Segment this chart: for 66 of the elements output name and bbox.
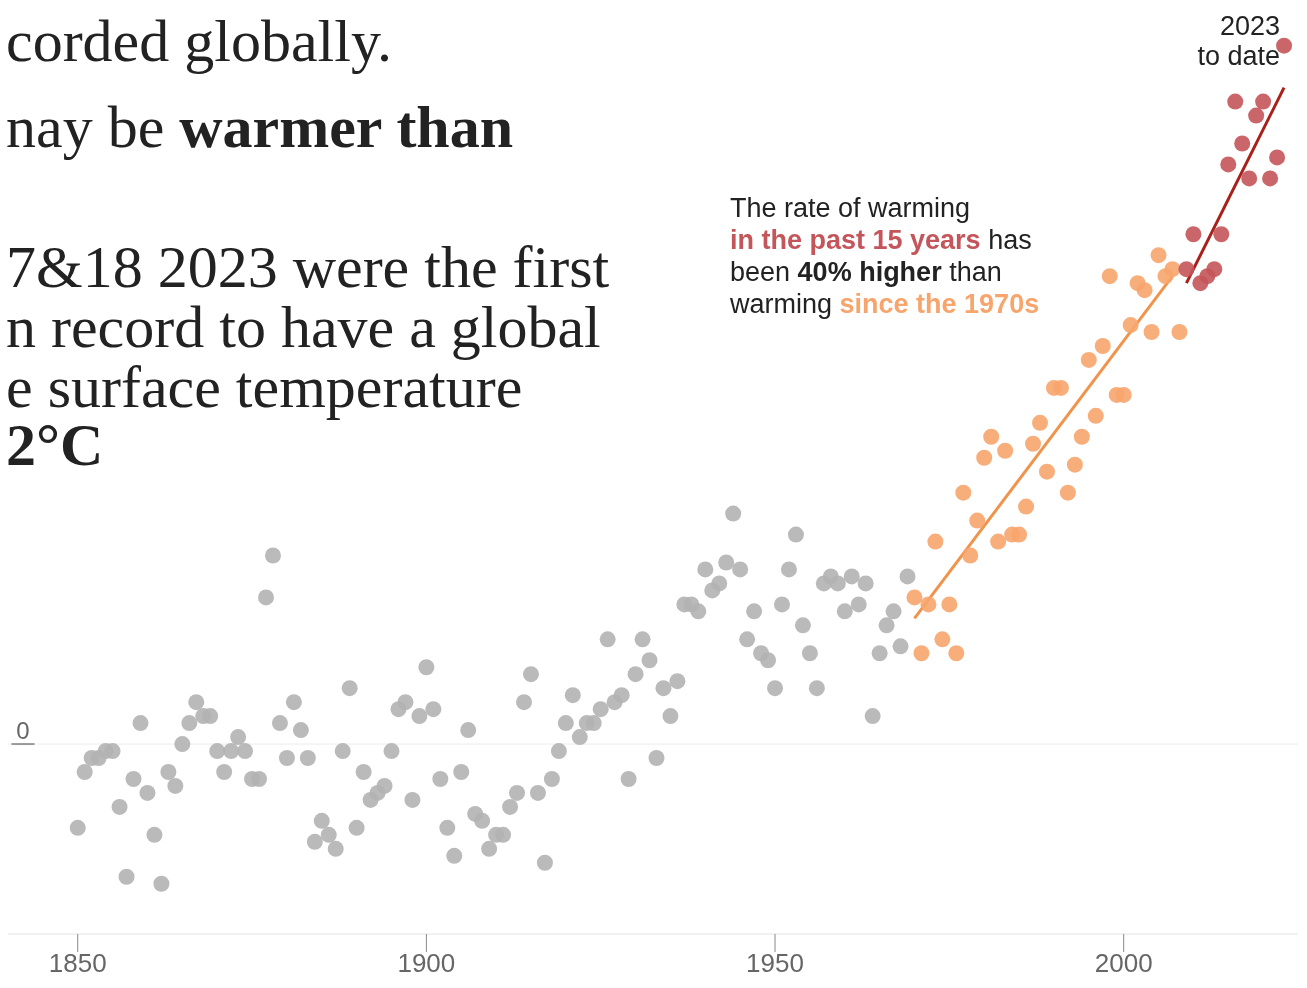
point [1032,414,1048,431]
annotation: warmer than [179,94,514,160]
point [1025,435,1042,452]
point [1150,247,1167,264]
point [969,512,986,529]
point [1101,268,1118,285]
point [1164,261,1181,278]
point [990,533,1007,550]
point [1059,484,1076,501]
annotation: 40% higher [797,257,942,287]
point [1136,282,1153,299]
point [1052,379,1069,396]
point [1038,463,1055,480]
point [1269,149,1286,166]
text: 2023 [1219,11,1280,41]
point [1185,226,1202,243]
point [1143,324,1160,341]
point [955,484,972,501]
point [1073,428,1090,445]
point [1171,324,1188,341]
annotation: The rate of warming [730,193,971,223]
point [1213,226,1230,243]
point [983,428,1000,445]
point [1087,407,1104,424]
point [1241,170,1258,187]
point [906,589,923,606]
annotation: has [988,225,1032,255]
annotation: 7&18 2023 were the first [6,234,610,300]
annotation: warming [730,289,833,319]
point [934,631,951,648]
annotation: been [730,257,791,287]
point [1094,338,1111,354]
point [927,533,944,550]
point [941,596,958,613]
annotation: since the 1970s [839,289,1040,319]
point [1206,261,1223,278]
point [962,547,979,564]
point [997,442,1014,459]
annotation: to date [1197,41,1280,71]
point [1262,170,1279,187]
annotation: than [949,257,1002,287]
point [1080,351,1097,368]
point [1178,261,1195,278]
point [1234,135,1251,152]
point [1248,107,1265,124]
ref-line-label: 0 [16,717,30,745]
point [913,645,930,662]
point [1255,93,1272,110]
x-tick-label: 1950 [746,948,804,979]
annotation: 2°C [6,412,104,478]
annotation: corded globally. [6,8,392,74]
annotation: nay be [6,94,165,160]
point [976,449,993,466]
x-tick-label: 1850 [48,948,107,979]
point [920,596,937,613]
point [948,645,965,662]
point [1011,526,1028,543]
point [1018,498,1035,515]
x-tick-label: 2000 [1094,948,1153,979]
point [1122,317,1139,334]
annotation: in the past 15 years [730,225,981,255]
point [1220,156,1237,173]
point [1115,386,1132,403]
x-tick-label: 1900 [397,948,456,979]
point [1227,93,1244,110]
point [1066,456,1083,473]
